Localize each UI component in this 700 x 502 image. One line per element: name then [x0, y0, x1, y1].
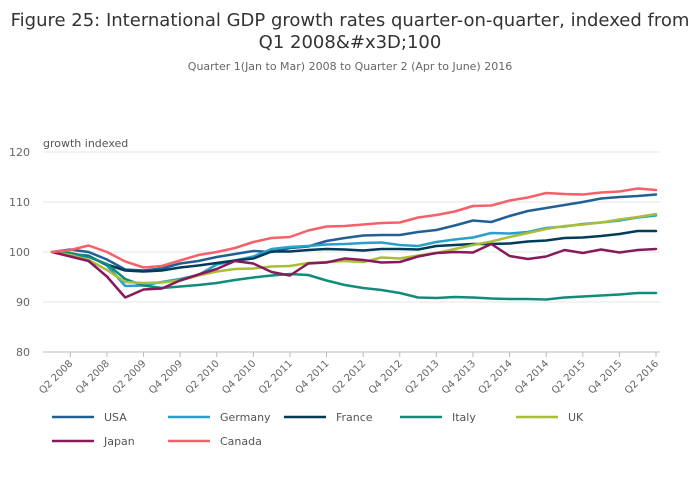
legend-label: Germany — [220, 411, 271, 424]
x-tick-label: Q4 2010 — [220, 358, 258, 396]
y-axis-label: growth indexed — [43, 137, 128, 150]
legend-label: France — [336, 411, 373, 424]
x-tick-label: Q4 2012 — [367, 358, 405, 396]
x-tick-label: Q2 2008 — [37, 358, 75, 396]
x-tick-label: Q4 2009 — [147, 358, 185, 396]
y-tick-label: 90 — [16, 296, 30, 309]
legend-label: UK — [568, 411, 584, 424]
series-line-canada — [50, 187, 658, 269]
x-tick-label: Q2 2009 — [111, 358, 149, 396]
x-tick-label: Q2 2011 — [257, 358, 295, 396]
x-tick-label: Q2 2013 — [403, 358, 441, 396]
x-tick-label: Q2 2010 — [184, 358, 222, 396]
legend-label: Canada — [220, 435, 262, 448]
x-tick-label: Q4 2013 — [440, 358, 478, 396]
legend-label: Japan — [103, 435, 135, 448]
series-lines — [50, 187, 658, 301]
y-tick-labels: 80 90 100 110 120 — [9, 146, 30, 359]
series-line-japan — [50, 242, 658, 299]
y-tick-label: 100 — [9, 246, 30, 259]
x-tick-label: Q2 2015 — [550, 358, 588, 396]
x-tick-label: Q4 2014 — [513, 358, 551, 396]
series-line-italy — [50, 250, 658, 301]
x-tick-label: Q4 2015 — [586, 358, 624, 396]
x-tick-label: Q2 2012 — [330, 358, 368, 396]
x-tick-label: Q2 2014 — [477, 358, 515, 396]
x-tick-label: Q4 2011 — [294, 358, 332, 396]
legend-label: Italy — [452, 411, 476, 424]
chart-title-line2: Q1 2008&#x3D;100 — [258, 32, 442, 53]
series-line-france — [50, 229, 658, 273]
chart-title-line1: Figure 25: International GDP growth rate… — [10, 10, 690, 31]
y-tick-label: 120 — [9, 146, 30, 159]
y-tick-label: 80 — [16, 346, 30, 359]
y-tick-label: 110 — [9, 196, 30, 209]
legend: USA Germany France Italy UK Japan Canada — [52, 411, 584, 448]
x-tick-label: Q4 2008 — [74, 358, 112, 396]
gridlines — [43, 151, 660, 353]
chart-subtitle: Quarter 1(Jan to Mar) 2008 to Quarter 2 … — [187, 60, 513, 73]
series-line-uk — [50, 212, 658, 285]
legend-label: USA — [104, 411, 127, 424]
series-line-usa — [50, 193, 658, 272]
x-tick-label: Q2 2016 — [623, 358, 661, 396]
